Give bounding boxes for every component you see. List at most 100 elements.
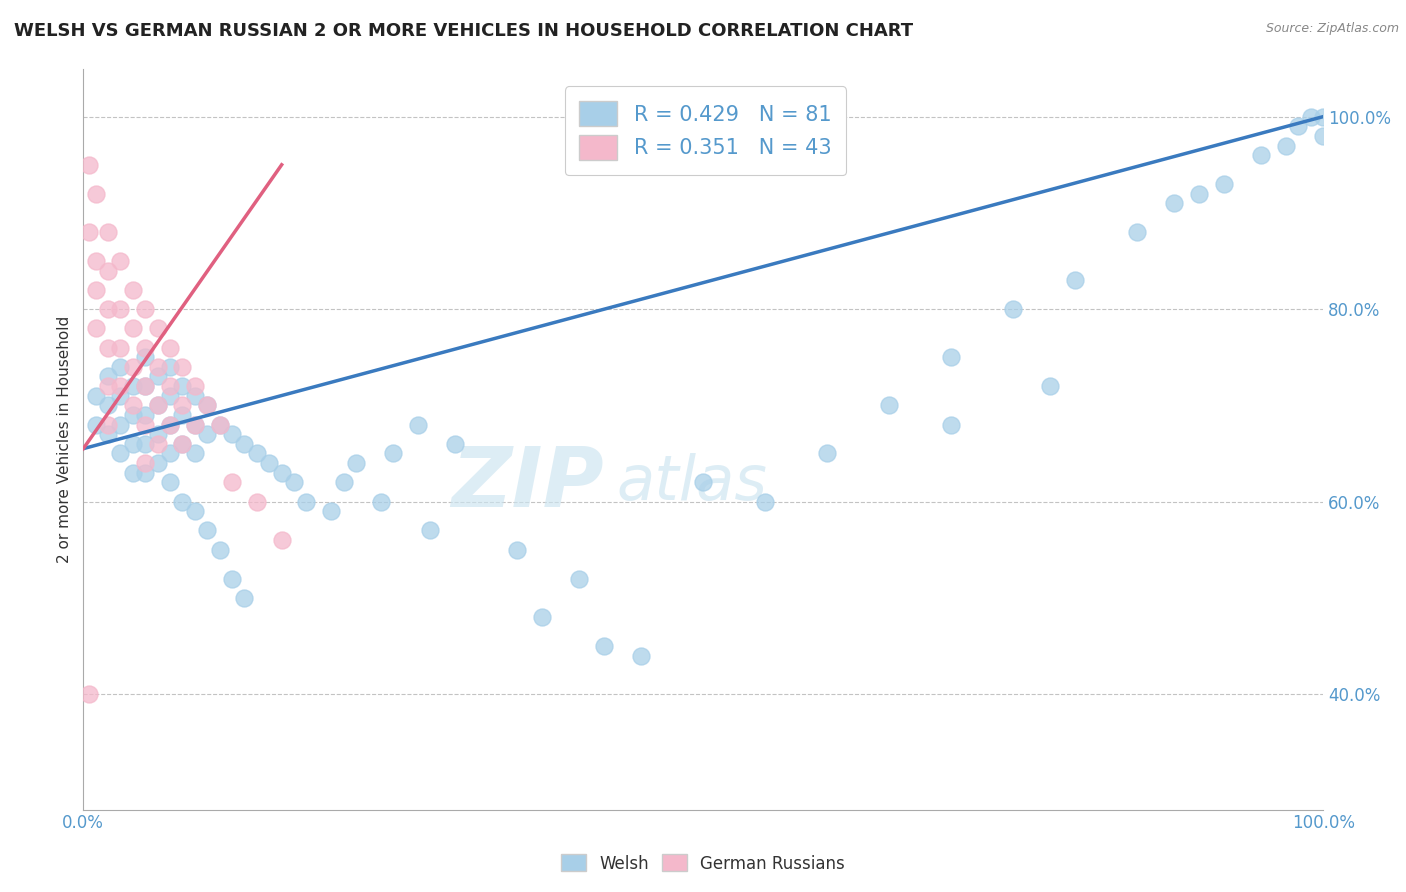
Point [321, 504, 343, 518]
Point [1275, 138, 1298, 153]
Point [159, 379, 181, 393]
Point [1312, 110, 1334, 124]
Point [97, 341, 120, 355]
Point [208, 417, 231, 432]
Point [233, 591, 256, 605]
Point [568, 572, 591, 586]
Point [134, 379, 156, 393]
Point [259, 456, 281, 470]
Point [110, 417, 132, 432]
Point [134, 408, 156, 422]
Point [195, 427, 218, 442]
Point [110, 379, 132, 393]
Point [122, 398, 145, 412]
Point [159, 446, 181, 460]
Point [146, 427, 169, 442]
Point [134, 456, 156, 470]
Point [134, 437, 156, 451]
Text: ZIP: ZIP [451, 443, 605, 524]
Point [246, 494, 269, 508]
Point [146, 369, 169, 384]
Point [159, 475, 181, 490]
Point [382, 446, 405, 460]
Point [159, 341, 181, 355]
Point [97, 379, 120, 393]
Point [593, 639, 616, 653]
Point [283, 475, 305, 490]
Point [146, 456, 169, 470]
Point [444, 437, 467, 451]
Point [941, 350, 963, 364]
Point [97, 369, 120, 384]
Point [146, 321, 169, 335]
Point [122, 408, 145, 422]
Point [84, 186, 107, 201]
Point [122, 466, 145, 480]
Point [79, 158, 101, 172]
Point [97, 398, 120, 412]
Point [941, 417, 963, 432]
Point [134, 417, 156, 432]
Point [1213, 177, 1236, 191]
Point [1312, 128, 1334, 143]
Y-axis label: 2 or more Vehicles in Household: 2 or more Vehicles in Household [58, 316, 72, 563]
Point [110, 341, 132, 355]
Point [172, 494, 194, 508]
Point [159, 359, 181, 374]
Point [531, 610, 554, 624]
Point [184, 446, 207, 460]
Point [630, 648, 652, 663]
Point [97, 263, 120, 277]
Point [221, 427, 243, 442]
Point [97, 225, 120, 239]
Point [270, 466, 292, 480]
Text: Source: ZipAtlas.com: Source: ZipAtlas.com [1265, 22, 1399, 36]
Point [815, 446, 838, 460]
Point [110, 254, 132, 268]
Point [1250, 148, 1272, 162]
Point [208, 417, 231, 432]
Point [406, 417, 429, 432]
Point [79, 225, 101, 239]
Point [246, 446, 269, 460]
Point [122, 437, 145, 451]
Point [122, 321, 145, 335]
Point [184, 417, 207, 432]
Point [110, 359, 132, 374]
Point [84, 254, 107, 268]
Point [344, 456, 367, 470]
Point [172, 379, 194, 393]
Point [84, 283, 107, 297]
Point [110, 302, 132, 317]
Point [1163, 196, 1185, 211]
Point [84, 417, 107, 432]
Point [370, 494, 392, 508]
Point [172, 408, 194, 422]
Point [110, 389, 132, 403]
Point [172, 437, 194, 451]
Point [1002, 302, 1025, 317]
Point [172, 359, 194, 374]
Point [184, 379, 207, 393]
Point [184, 389, 207, 403]
Point [79, 687, 101, 701]
Point [146, 398, 169, 412]
Point [172, 437, 194, 451]
Point [97, 427, 120, 442]
Point [754, 494, 776, 508]
Point [195, 398, 218, 412]
Point [221, 572, 243, 586]
Point [1126, 225, 1149, 239]
Point [221, 475, 243, 490]
Point [195, 398, 218, 412]
Point [1299, 110, 1322, 124]
Point [134, 341, 156, 355]
Text: WELSH VS GERMAN RUSSIAN 2 OR MORE VEHICLES IN HOUSEHOLD CORRELATION CHART: WELSH VS GERMAN RUSSIAN 2 OR MORE VEHICL… [14, 22, 912, 40]
Point [1039, 379, 1062, 393]
Point [233, 437, 256, 451]
Point [110, 446, 132, 460]
Point [134, 302, 156, 317]
Point [184, 504, 207, 518]
Point [159, 389, 181, 403]
Point [877, 398, 900, 412]
